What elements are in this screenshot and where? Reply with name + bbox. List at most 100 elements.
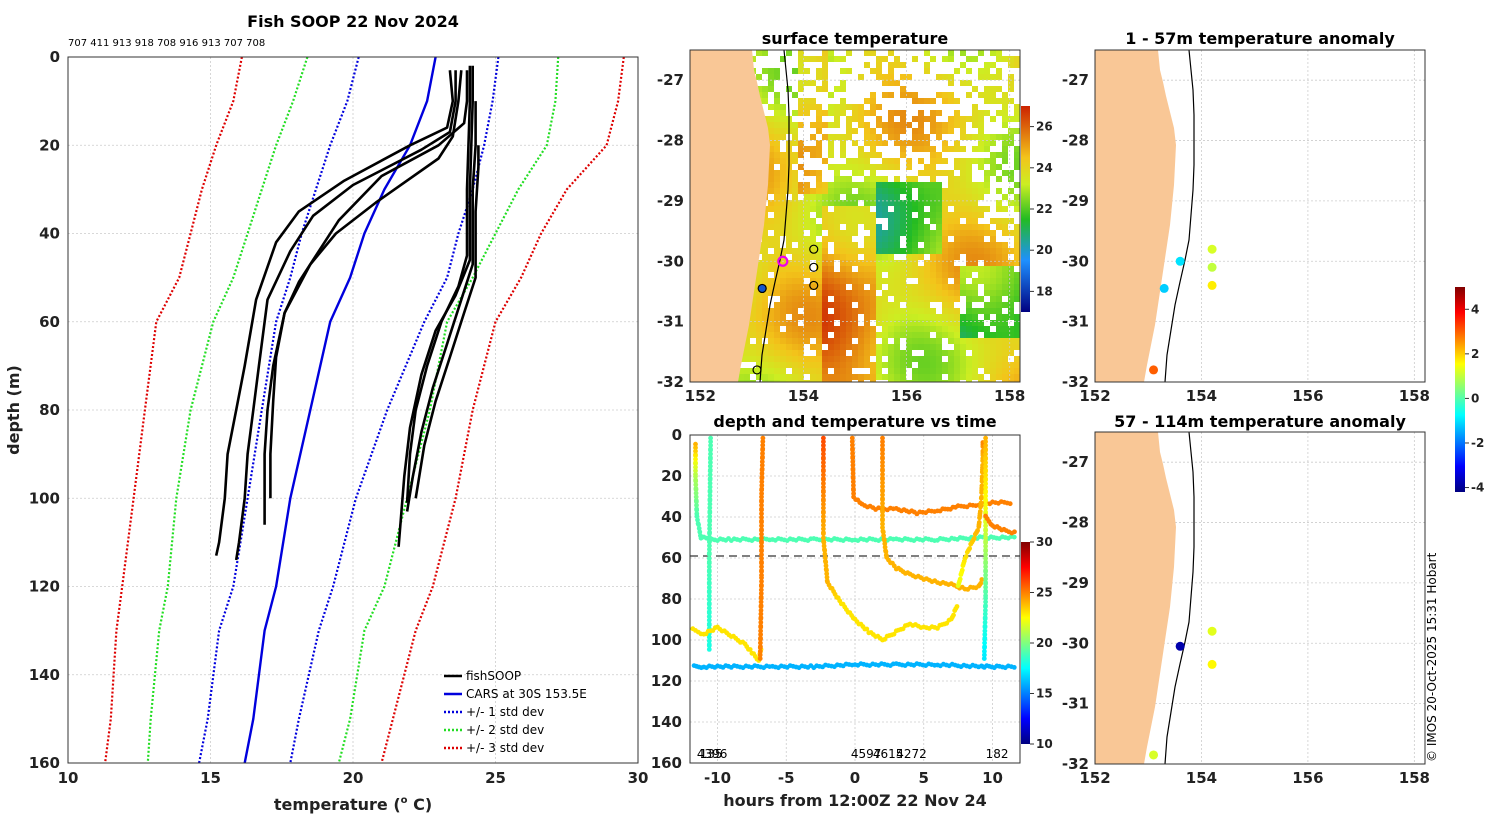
sst-cell [918, 182, 924, 188]
std3-plus-line [380, 57, 625, 763]
sst-cell [840, 284, 846, 290]
sst-cell [894, 176, 900, 182]
sst-cell [870, 302, 876, 308]
sst-cell [984, 86, 990, 92]
sst-cell [852, 104, 858, 110]
sst-cell [870, 284, 876, 290]
time-track-point [706, 605, 712, 611]
sst-cell [996, 206, 1002, 212]
sst-cell [768, 158, 774, 164]
sst-cell [798, 200, 804, 206]
sst-cell [762, 290, 768, 296]
sst-cell [774, 254, 780, 260]
sst-cell [876, 248, 882, 254]
sst-cell [954, 242, 960, 248]
time-track-point [757, 656, 763, 661]
sst-cell [924, 380, 930, 382]
sst-cell [984, 68, 990, 74]
sst-cell [780, 356, 786, 362]
sst-cell [816, 212, 822, 218]
sst-cell [810, 284, 816, 290]
profile-ytick-label: 0 [50, 48, 60, 66]
sst-cell [948, 248, 954, 254]
sst-cell [948, 224, 954, 230]
sst-cell [1002, 278, 1008, 284]
time-track-point [708, 435, 713, 441]
sst-cell [840, 98, 846, 104]
time-track-point [759, 556, 764, 561]
sst-cell [774, 344, 780, 350]
sst-cell [900, 380, 906, 382]
sst-cell [954, 296, 960, 302]
sst-cell [774, 158, 780, 164]
anomaly-cb-tick-label: -4 [1471, 481, 1484, 495]
sst-cell [894, 62, 900, 68]
sst-cell [780, 110, 786, 116]
sst-cell [900, 266, 906, 272]
sst-cell [978, 50, 984, 56]
sst-cell [774, 218, 780, 224]
sst-cell [936, 212, 942, 218]
sst-cell [1002, 116, 1008, 122]
sst-cell [996, 164, 1002, 170]
anomaly2-axes-box [1094, 431, 1426, 765]
anomaly2-grid [1095, 432, 1425, 764]
time-track-point [983, 552, 988, 558]
sst-cell [888, 248, 894, 254]
time-track-point [707, 498, 713, 503]
sst-cell [822, 368, 828, 374]
sst-cell [858, 338, 864, 344]
sst-cell [966, 194, 972, 200]
sst-cell [888, 308, 894, 314]
sst-cell [984, 92, 990, 98]
time-track-point [694, 513, 700, 519]
time-track-point [707, 463, 713, 469]
sst-cell [948, 218, 954, 224]
sst-cell [900, 284, 906, 290]
profile-ytick-label: 40 [39, 225, 60, 243]
sst-cell [882, 74, 888, 80]
sst-cell [960, 236, 966, 242]
sst-cell [810, 296, 816, 302]
sst-cell [792, 314, 798, 320]
sst-cell [966, 326, 972, 332]
sst-cell [948, 170, 954, 176]
sst-cell [930, 152, 936, 158]
sst-cell [798, 50, 804, 56]
sst-cell [966, 266, 972, 272]
sst-cell [858, 290, 864, 296]
sst-cell [882, 260, 888, 266]
map-ytick-label: -29 [1062, 192, 1089, 210]
sst-cell [822, 194, 828, 200]
sst-cell [870, 242, 876, 248]
sst-cell [858, 296, 864, 302]
sst-cell [816, 188, 822, 194]
time-track-point [759, 511, 764, 517]
time-track-point [983, 502, 988, 508]
sst-cell [840, 374, 846, 380]
sst-cell [780, 56, 786, 62]
sst-cell [882, 242, 888, 248]
sst-cell [798, 380, 804, 382]
sst-cell [768, 218, 774, 224]
sst-cell [954, 284, 960, 290]
sst-cell [876, 254, 882, 260]
sst-cell [822, 62, 828, 68]
sst-cell [1002, 314, 1008, 320]
sst-cell [876, 68, 882, 74]
sst-cell [792, 182, 798, 188]
time-track-point [693, 487, 699, 492]
sst-cell [948, 308, 954, 314]
anomaly-point [1175, 256, 1185, 266]
sst-cell [1002, 158, 1008, 164]
sst-cell [852, 308, 858, 314]
sst-cell [942, 266, 948, 272]
time-track-point [823, 559, 829, 565]
sst-cell [804, 338, 810, 344]
sst-cell [786, 326, 792, 332]
sst-cell [864, 332, 870, 338]
sst-cell [888, 344, 894, 350]
time-track-point [706, 610, 712, 616]
sst-cell [816, 350, 822, 356]
